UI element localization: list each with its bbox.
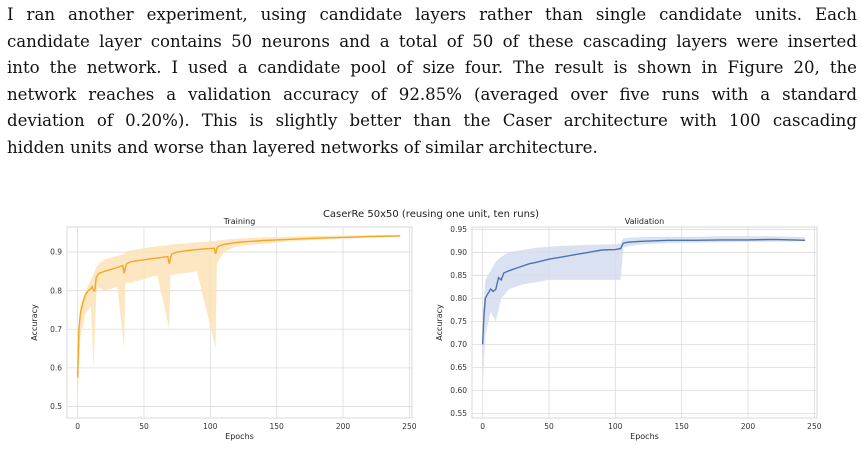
x-tick-label: 100 [608,422,623,431]
paragraph-line: I ran another experiment, using candidat… [7,5,857,24]
y-axis-label: Accuracy [435,304,444,341]
y-tick-label: 0.85 [450,271,467,280]
x-tick-label: 200 [336,422,351,431]
figure: CaserRe 50x50 (reusing one unit, ten run… [30,209,822,441]
x-tick-label: 250 [807,422,822,431]
y-tick-label: 0.65 [450,363,467,372]
x-tick-label: 150 [674,422,689,431]
y-tick-label: 0.5 [50,402,62,411]
x-tick-label: 200 [741,422,756,431]
x-tick-label: 250 [402,422,417,431]
x-tick-label: 0 [480,422,485,431]
paragraph-line: candidate layer contains 50 neurons and … [7,31,857,51]
training-plot: 0 50 100 150 200 250 0.5 0.6 0.7 0.8 0.9 Training Ep… [30,217,417,441]
y-axis-label: Accuracy [30,304,39,341]
x-tick-label: 150 [269,422,284,431]
figure-suptitle: CaserRe 50x50 (reusing one unit, ten run… [323,209,539,220]
y-tick-label: 0.55 [450,409,467,418]
y-tick-label: 0.8 [50,286,62,295]
x-tick-label: 0 [75,422,80,431]
series-band [482,236,806,391]
x-tick-label: 50 [544,422,554,431]
x-axis-label: Epochs [630,432,659,441]
y-tick-label: 0.75 [450,317,467,326]
validation-plot: 0 50 100 150 200 250 0.55 0.60 0.65 0.70 0.75 0.80 0… [435,217,822,441]
y-tick-label: 0.70 [450,340,467,349]
y-tick-label: 0.6 [50,363,62,372]
x-axis-label: Epochs [225,432,254,441]
y-tick-label: 0.9 [50,248,62,257]
plot-title: Validation [625,217,665,226]
paragraph-line: hidden units and worse than layered netw… [7,137,598,157]
x-tick-label: 50 [139,422,149,431]
series-band [77,234,401,407]
y-tick-label: 0.90 [450,248,467,257]
paragraph-line: deviation of 0.20%). This is slightly be… [7,111,857,130]
series-line [76,235,401,378]
y-tick-label: 0.95 [450,225,467,234]
body-paragraph: I ran another experiment, using candidat… [7,2,857,161]
y-tick-label: 0.80 [450,294,467,303]
x-tick-label: 100 [203,422,218,431]
series-line [481,238,806,345]
y-tick-label: 0.60 [450,386,467,395]
paragraph-line: into the network. I used a candidate poo… [7,58,857,77]
plot-title: Training [223,217,256,226]
y-tick-label: 0.7 [50,325,62,334]
paragraph-line: network reaches a validation accuracy of… [7,84,857,104]
